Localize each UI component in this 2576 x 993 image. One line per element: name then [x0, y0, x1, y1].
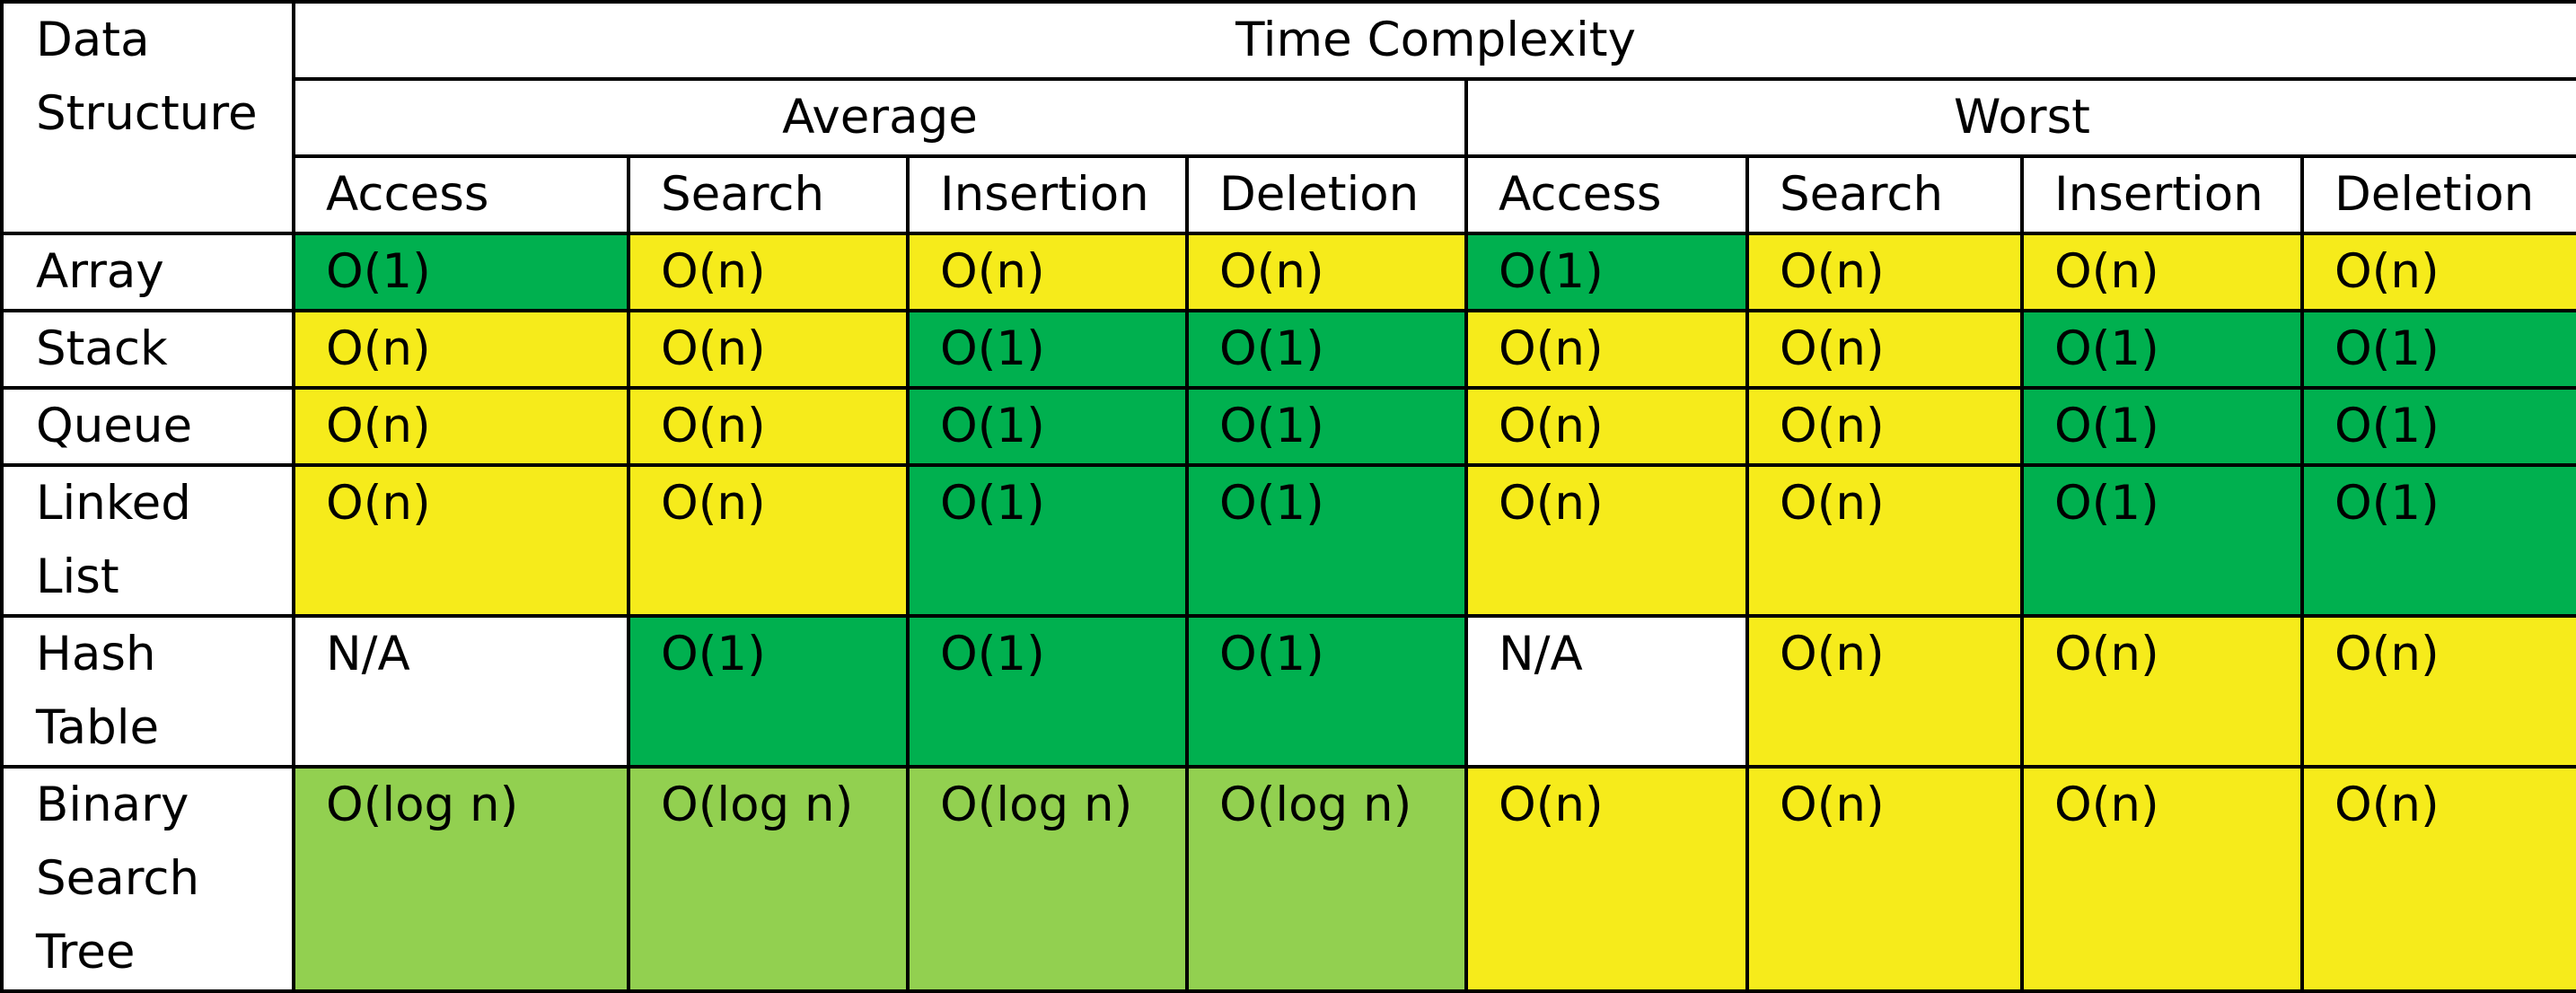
row-label-line: Tree: [36, 925, 136, 980]
row-label: Hash Table: [0, 614, 295, 769]
complexity-cell: O(1): [906, 309, 1189, 390]
row-label-line: Array: [36, 244, 164, 299]
column-header-worst-insertion: Insertion: [2020, 154, 2304, 235]
complexity-cell: O(n): [1185, 232, 1468, 312]
row-label-line: Table: [36, 700, 160, 755]
complexity-cell: O(n): [627, 309, 910, 390]
complexity-cell: O(log n): [1185, 765, 1468, 993]
complexity-cell: O(1): [906, 614, 1189, 769]
complexity-cell: O(n): [2020, 614, 2304, 769]
header-row-operations: Access Search Insertion Deletion Access …: [2, 154, 2576, 235]
complexity-cell: O(n): [1745, 614, 2024, 769]
column-header-average-insertion: Insertion: [906, 154, 1189, 235]
row-label-line: List: [36, 549, 119, 604]
average-group-header: Average: [292, 77, 1468, 158]
complexity-cell: O(n): [292, 463, 630, 618]
complexity-cell: O(1): [292, 232, 630, 312]
column-header-worst-deletion: Deletion: [2299, 154, 2576, 235]
complexity-cell: O(log n): [906, 765, 1189, 993]
complexity-cell: O(n): [1745, 309, 2024, 390]
complexity-cell: O(1): [1185, 309, 1468, 390]
complexity-cell: O(n): [627, 232, 910, 312]
complexity-cell: O(1): [2299, 386, 2576, 467]
column-header-average-search: Search: [627, 154, 910, 235]
row-label-line: Stack: [36, 321, 168, 376]
table-row-linked-list: Linked List O(n) O(n) O(1) O(1) O(n) O(n…: [0, 463, 2576, 618]
time-complexity-header: Time Complexity: [291, 0, 2576, 81]
complexity-cell: O(n): [1464, 386, 1749, 467]
data-structure-header: Data Structure: [0, 0, 295, 235]
complexity-cell: O(log n): [292, 765, 630, 993]
row-label-line: Linked: [36, 476, 191, 531]
complexity-cell: O(1): [2299, 463, 2576, 618]
complexity-cell: O(n): [292, 309, 630, 390]
complexity-cell: N/A: [1464, 614, 1749, 769]
complexity-cell: O(1): [906, 386, 1189, 467]
row-label: Binary Search Tree: [0, 765, 295, 993]
complexity-cell: O(n): [2299, 765, 2576, 993]
complexity-cell: N/A: [292, 614, 630, 769]
complexity-cell: O(1): [1185, 614, 1468, 769]
complexity-cell: O(1): [2020, 386, 2304, 467]
complexity-cell: O(1): [1185, 386, 1468, 467]
complexity-cell: O(n): [1745, 765, 2024, 993]
worst-group-header: Worst: [1464, 77, 2576, 158]
complexity-cell: O(1): [1464, 232, 1749, 312]
complexity-cell: O(n): [1464, 309, 1749, 390]
complexity-cell: O(1): [627, 614, 910, 769]
row-label: Stack: [0, 309, 295, 390]
complexity-cell: O(n): [2299, 232, 2576, 312]
complexity-cell: O(n): [906, 232, 1189, 312]
complexity-cell: O(n): [2020, 765, 2304, 993]
complexity-cell: O(n): [1464, 765, 1749, 993]
complexity-cell: O(1): [1185, 463, 1468, 618]
column-header-average-deletion: Deletion: [1185, 154, 1468, 235]
table-row-binary-search-tree: Binary Search Tree O(log n) O(log n) O(l…: [0, 765, 2576, 993]
table-row-array: Array O(1) O(n) O(n) O(n) O(1) O(n) O(n)…: [0, 232, 2576, 312]
complexity-cell: O(1): [906, 463, 1189, 618]
row-label-line: Hash: [36, 627, 156, 681]
complexity-cell: O(n): [627, 386, 910, 467]
data-structure-header-line: Data: [36, 13, 150, 67]
row-label-line: Queue: [36, 399, 193, 453]
data-structure-header-line: Structure: [36, 86, 258, 141]
row-label: Queue: [0, 386, 295, 467]
row-label: Array: [0, 232, 295, 312]
complexity-cell: O(1): [2299, 309, 2576, 390]
column-header-worst-access: Access: [1464, 154, 1749, 235]
column-header-worst-search: Search: [1745, 154, 2024, 235]
table-row-queue: Queue O(n) O(n) O(1) O(1) O(n) O(n) O(1)…: [0, 386, 2576, 467]
complexity-cell: O(1): [2020, 463, 2304, 618]
table-row-stack: Stack O(n) O(n) O(1) O(1) O(n) O(n) O(1)…: [0, 309, 2576, 390]
table-row-hash-table: Hash Table N/A O(1) O(1) O(1) N/A O(n) O…: [0, 614, 2576, 769]
complexity-cell: O(n): [1745, 386, 2024, 467]
row-label: Linked List: [0, 463, 295, 618]
header-row-title: Data Structure Time Complexity: [0, 0, 2576, 235]
row-label-line: Binary: [36, 778, 189, 832]
header-row-groups: Average Worst: [2, 77, 2576, 158]
complexity-cell: O(n): [1745, 232, 2024, 312]
complexity-cell: O(log n): [627, 765, 910, 993]
complexity-cell: O(n): [1464, 463, 1749, 618]
complexity-cell: O(n): [2020, 232, 2304, 312]
row-label-line: Search: [36, 851, 200, 906]
column-header-average-access: Access: [292, 154, 630, 235]
complexity-cell: O(n): [2299, 614, 2576, 769]
complexity-cell: O(n): [1745, 463, 2024, 618]
complexity-cell: O(1): [2020, 309, 2304, 390]
complexity-cell: O(n): [627, 463, 910, 618]
complexity-cell: O(n): [292, 386, 630, 467]
